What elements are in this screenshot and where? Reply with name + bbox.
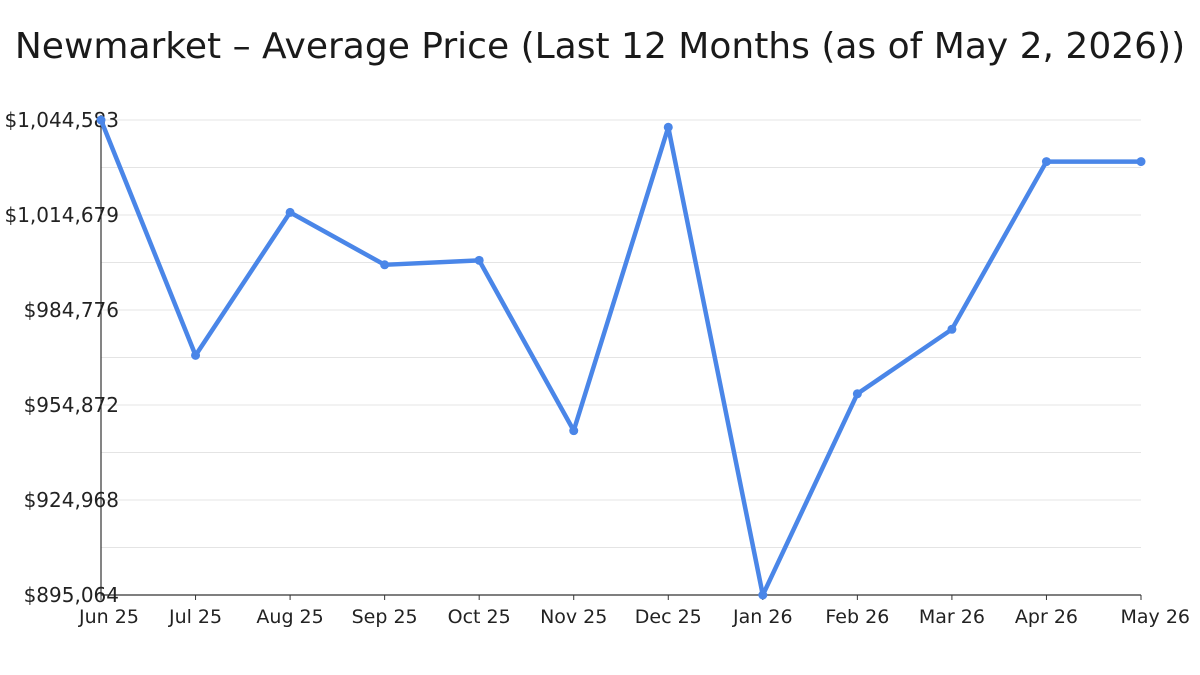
data-point — [663, 122, 673, 132]
data-point — [1041, 157, 1051, 167]
x-tick-label: Jul 25 — [168, 606, 222, 628]
axes — [100, 115, 1141, 596]
grid-lines — [101, 119, 1141, 548]
data-point — [285, 207, 295, 217]
x-tick-label: Apr 26 — [1015, 606, 1078, 628]
x-tick-label: Mar 26 — [919, 606, 985, 628]
series-average-price — [96, 115, 1146, 600]
x-tick-labels: Jun 25 Jul 25 Aug 25 Sep 25 Oct 25 Nov 25 Dec … — [78, 595, 1190, 628]
data-point — [569, 426, 579, 436]
x-tick-label: Nov 25 — [540, 606, 607, 628]
y-tick-label: $1,014,679 — [4, 203, 119, 227]
data-point — [474, 255, 484, 265]
data-point — [380, 260, 390, 270]
x-tick-label: Sep 25 — [352, 606, 418, 628]
data-point — [947, 324, 957, 334]
x-tick-label: May 26 — [1121, 606, 1191, 628]
x-tick-label: Dec 25 — [635, 606, 702, 628]
y-tick-labels: $895,064 $924,968 $954,872 $984,776 $1,014,6… — [4, 108, 119, 607]
data-point — [96, 115, 106, 125]
x-tick-label: Jan 26 — [732, 606, 793, 628]
x-tick-label: Aug 25 — [256, 606, 323, 628]
y-tick-label: $895,064 — [24, 583, 119, 607]
data-point — [758, 590, 768, 600]
x-tick-label: Jun 25 — [78, 606, 139, 628]
y-tick-label: $924,968 — [24, 488, 119, 512]
data-point — [1136, 157, 1146, 167]
series-line — [98, 117, 1144, 598]
y-tick-label: $984,776 — [24, 298, 119, 322]
x-tick-label: Oct 25 — [448, 606, 511, 628]
data-point — [191, 350, 201, 360]
data-point — [852, 389, 862, 399]
chart-title: Newmarket – Average Price (Last 12 Month… — [14, 26, 1186, 67]
x-tick-label: Feb 26 — [825, 606, 889, 628]
y-tick-label: $954,872 — [24, 393, 119, 417]
